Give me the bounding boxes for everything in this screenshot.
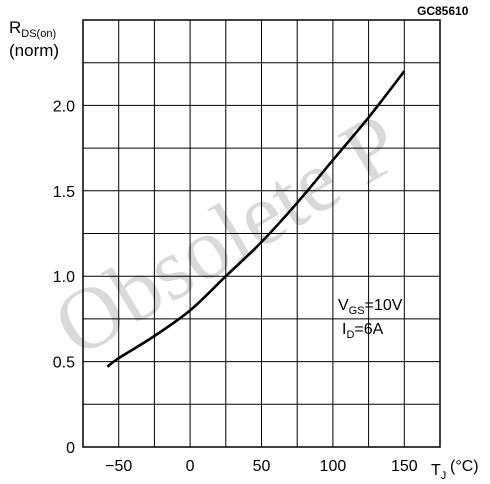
x-tick-label: −50 — [105, 458, 132, 475]
x-tick-label: 0 — [186, 458, 195, 475]
y-axis-unit: (norm) — [9, 41, 59, 60]
annotation-id-main: I — [342, 321, 346, 338]
y-axis-label-sub: DS(on) — [21, 28, 56, 40]
y-tick-label: 1.0 — [53, 269, 75, 286]
y-tick-label: 0 — [66, 440, 75, 457]
x-tick-label: 100 — [320, 458, 347, 475]
x-axis-label-sub: J — [441, 470, 447, 482]
grid-lines — [83, 20, 440, 447]
y-tick-label: 0.5 — [53, 355, 75, 372]
y-tick-label: 1.5 — [53, 184, 75, 201]
x-tick-labels: −50 0 50 100 150 — [105, 458, 418, 475]
annotation-vgs-main: V — [338, 297, 349, 314]
annotation-id-value: =6A — [354, 321, 383, 338]
annotation-id-sub: D — [346, 329, 354, 341]
annotation-id: ID=6A — [342, 321, 384, 341]
x-axis-label-main: T — [431, 462, 441, 479]
y-axis-label-main: R — [9, 18, 21, 37]
x-tick-label: 50 — [253, 458, 271, 475]
x-axis-unit: (°C) — [450, 458, 479, 475]
y-tick-labels: 0 0.5 1.0 1.5 2.0 — [53, 98, 75, 457]
x-tick-label: 150 — [391, 458, 418, 475]
annotation-vgs-sub: GS — [349, 305, 365, 317]
figure-code: GC85610 — [417, 4, 469, 18]
annotation-vgs-value: =10V — [365, 297, 403, 314]
y-tick-label: 2.0 — [53, 98, 75, 115]
x-axis-label: TJ — [431, 462, 446, 482]
annotation-vgs: VGS=10V — [338, 297, 403, 317]
y-axis-label: RDS(on) — [9, 18, 56, 40]
series-line-rds-on — [106, 70, 406, 368]
plot-frame — [82, 19, 441, 448]
